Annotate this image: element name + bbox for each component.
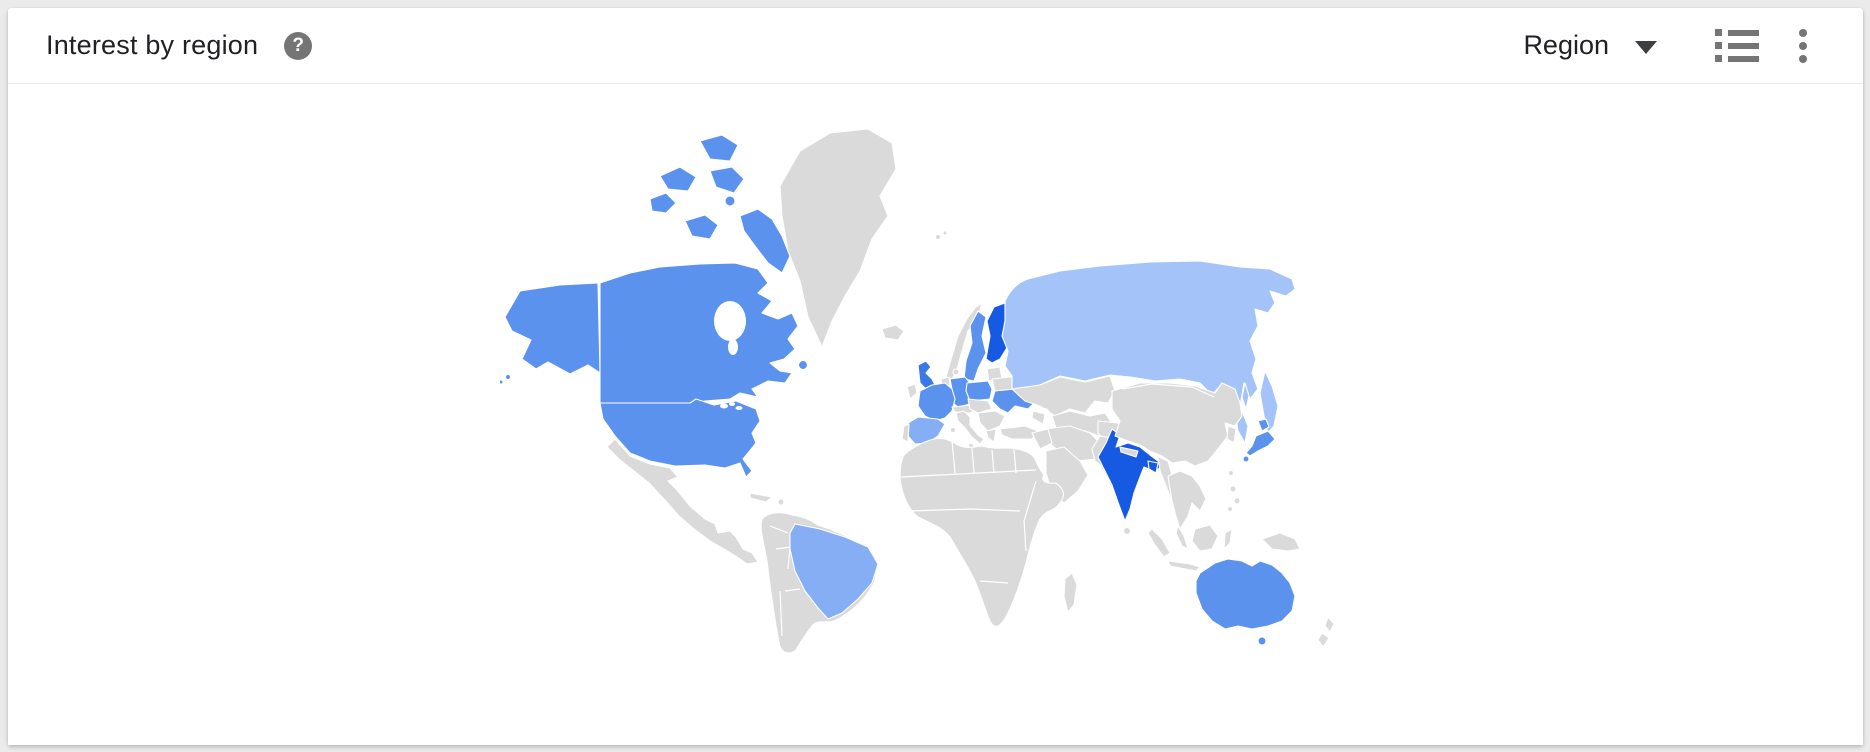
map-region-japan[interactable] bbox=[1242, 455, 1250, 463]
map-landmass-turkey bbox=[999, 425, 1039, 440]
country-border bbox=[779, 590, 783, 637]
map-landmass-caucasus bbox=[1031, 410, 1046, 425]
map-region-france[interactable] bbox=[917, 382, 956, 422]
map-landmass-new-zealand bbox=[1317, 632, 1330, 648]
country-border bbox=[775, 546, 791, 570]
map-landmass-italy bbox=[955, 410, 985, 445]
map-region-aleutians[interactable] bbox=[504, 373, 512, 381]
map-landmass-iraq-syria bbox=[1031, 428, 1053, 450]
map-region-canada[interactable] bbox=[599, 262, 799, 404]
interest-by-region-card: Interest by region ? Region bbox=[8, 8, 1863, 745]
map-landmass-borneo bbox=[1191, 524, 1219, 552]
map-region-spain[interactable] bbox=[907, 416, 946, 445]
country-border bbox=[1013, 448, 1017, 474]
chevron-down-icon bbox=[1635, 41, 1657, 54]
map-landmass-africa bbox=[899, 437, 1065, 627]
map-region-canada-arctic[interactable] bbox=[649, 192, 677, 214]
map-region-brazil[interactable] bbox=[789, 523, 879, 620]
map-landmass-philippines bbox=[1229, 485, 1237, 493]
country-border bbox=[971, 447, 975, 474]
map-region-sakhalin[interactable] bbox=[1241, 382, 1250, 410]
james-bay bbox=[728, 339, 738, 355]
map-landmass-svalbard bbox=[942, 230, 948, 236]
country-border bbox=[951, 440, 956, 474]
map-landmass-sulawesi bbox=[1223, 528, 1233, 550]
map-region-kamchatka[interactable] bbox=[1259, 370, 1279, 434]
region-dropdown[interactable]: Region bbox=[1523, 30, 1657, 61]
map-landmass-sumatra bbox=[1147, 528, 1171, 558]
map-landmass-denmark bbox=[952, 368, 960, 376]
map-landmass-china-mongolia bbox=[1111, 382, 1243, 467]
region-dropdown-label: Region bbox=[1523, 30, 1609, 60]
map-landmass-ireland bbox=[906, 383, 918, 400]
great-lakes bbox=[729, 402, 735, 406]
card-header: Interest by region ? Region bbox=[8, 8, 1863, 84]
map-region-canada-arctic[interactable] bbox=[724, 195, 736, 207]
list-view-icon[interactable] bbox=[1715, 29, 1759, 62]
map-landmass-new-zealand bbox=[1324, 616, 1335, 633]
map-region-united-states[interactable] bbox=[599, 398, 761, 478]
map-region-tasmania[interactable] bbox=[1257, 636, 1267, 646]
country-border bbox=[909, 508, 1021, 512]
map-landmass-svalbard bbox=[934, 233, 942, 241]
country-border bbox=[769, 525, 789, 534]
map-region-australia[interactable] bbox=[1195, 558, 1296, 630]
map-region-canada-arctic[interactable] bbox=[709, 166, 745, 194]
map-landmass-philippines bbox=[1233, 497, 1241, 505]
black-sea bbox=[1011, 412, 1031, 424]
map-region-newfoundland[interactable] bbox=[797, 359, 809, 371]
card-title: Interest by region bbox=[46, 30, 259, 60]
map-region-canada-arctic[interactable] bbox=[659, 166, 697, 192]
map-landmass-philippines bbox=[1226, 505, 1234, 513]
map-landmass-korea bbox=[1226, 425, 1237, 444]
map-landmass-madagascar bbox=[1063, 572, 1078, 613]
map-region-aleutians[interactable] bbox=[500, 379, 504, 385]
great-lakes bbox=[720, 403, 728, 409]
help-icon[interactable]: ? bbox=[284, 31, 313, 60]
map-landmass-portugal bbox=[901, 423, 910, 443]
map-landmass-malaysia bbox=[1175, 525, 1189, 550]
map-landmass-new-guinea bbox=[1261, 532, 1301, 552]
hudson-bay bbox=[714, 301, 746, 341]
map-landmass-sardinia bbox=[949, 426, 957, 434]
map-landmass-czech-hungary bbox=[967, 398, 993, 414]
map-area bbox=[8, 85, 1863, 745]
map-landmass-hispaniola bbox=[777, 498, 785, 506]
map-region-japan[interactable] bbox=[1257, 418, 1270, 432]
country-border bbox=[991, 449, 995, 474]
map-landmass-sri-lanka bbox=[1122, 526, 1132, 536]
more-options-icon[interactable] bbox=[1795, 27, 1811, 65]
map-region-bangladesh[interactable] bbox=[1147, 460, 1159, 474]
map-region-canada-arctic[interactable] bbox=[699, 134, 739, 162]
map-landmass-nepal bbox=[1119, 446, 1139, 458]
great-lakes bbox=[735, 406, 743, 410]
map-landmass-kazakhstan bbox=[1011, 375, 1116, 417]
map-region-canada-arctic[interactable] bbox=[684, 214, 719, 240]
map-landmass-indochina bbox=[1167, 470, 1207, 530]
country-border bbox=[1121, 383, 1215, 398]
map-landmass-greece bbox=[985, 428, 997, 443]
world-choropleth-map[interactable] bbox=[500, 121, 1350, 661]
country-border bbox=[784, 588, 801, 592]
map-landmass-cuba bbox=[749, 492, 773, 503]
map-landmass-balkans bbox=[977, 410, 1006, 432]
map-region-poland[interactable] bbox=[965, 380, 993, 402]
map-landmass-greenland bbox=[779, 128, 897, 348]
map-region-canada-baffin[interactable] bbox=[739, 208, 791, 274]
map-landmass-taiwan bbox=[1227, 469, 1235, 477]
map-region-sweden[interactable] bbox=[963, 310, 987, 382]
country-border bbox=[979, 580, 1009, 584]
map-region-alaska[interactable] bbox=[504, 282, 601, 375]
country-border bbox=[900, 469, 1037, 478]
map-landmass-mexico-central-america bbox=[606, 438, 759, 565]
country-border bbox=[1023, 480, 1037, 552]
map-region-russia[interactable] bbox=[1001, 260, 1296, 444]
map-landmass-java bbox=[1167, 560, 1201, 572]
map-landmass-iceland bbox=[881, 324, 905, 341]
map-region-japan[interactable] bbox=[1245, 430, 1276, 457]
